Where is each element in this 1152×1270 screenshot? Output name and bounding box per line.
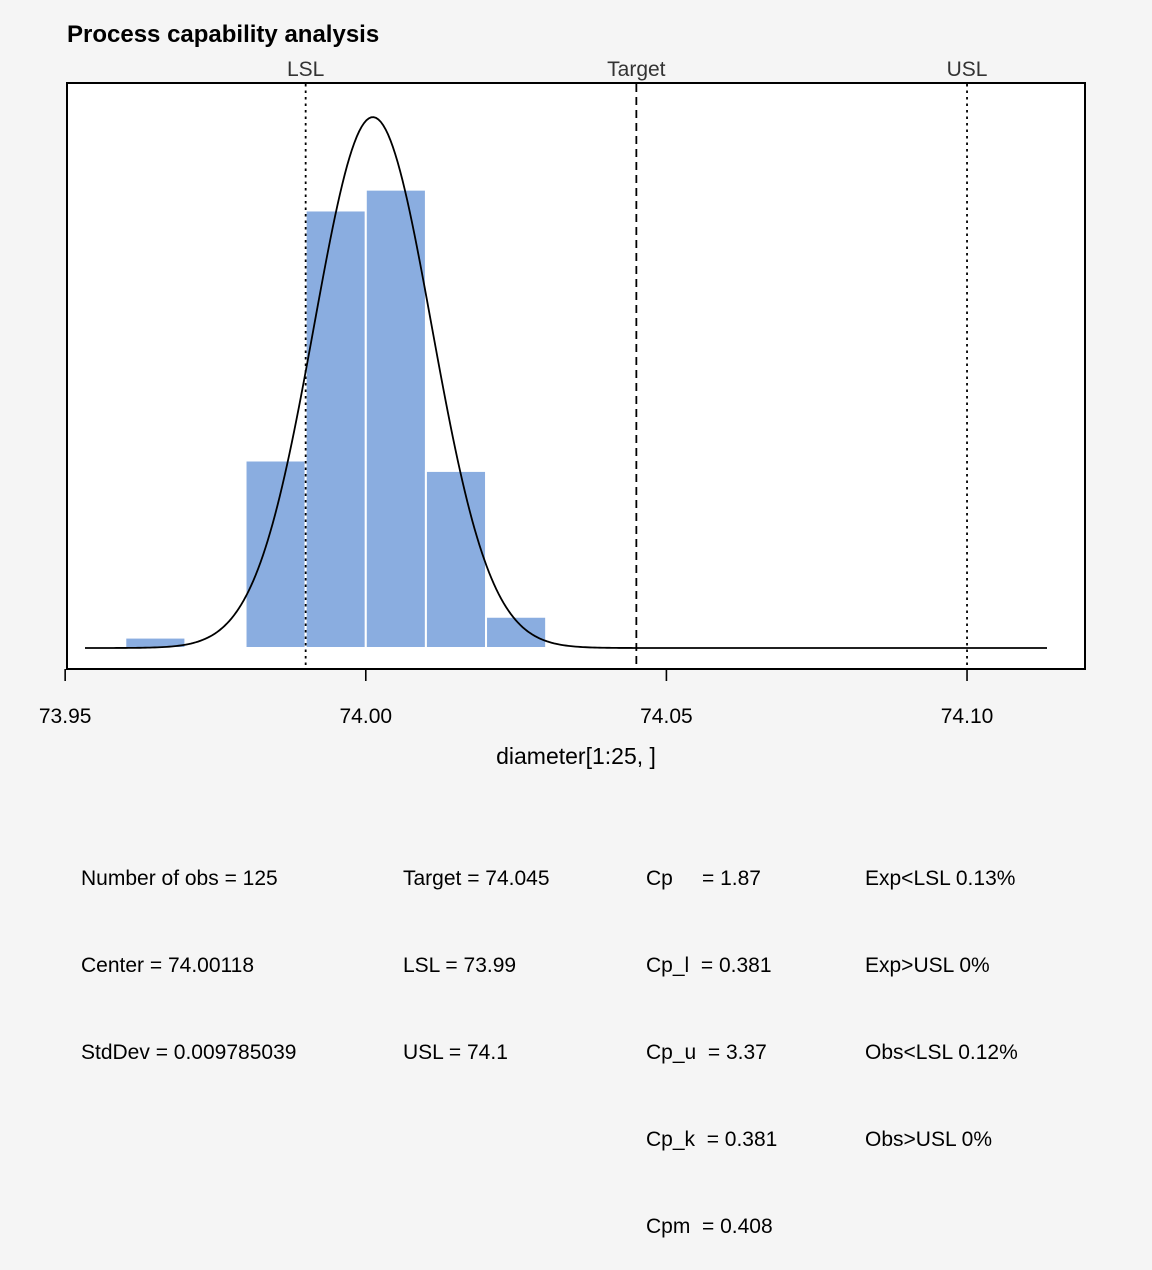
- chart-title: Process capability analysis: [67, 21, 379, 48]
- spec-label-target: Target: [607, 58, 666, 81]
- stat-line: Cp_u = 3.37: [646, 1041, 767, 1064]
- x-axis-label: diameter[1:25, ]: [496, 743, 656, 769]
- stat-line: Center = 74.00118: [81, 954, 254, 977]
- x-tick-label: 74.05: [640, 705, 693, 728]
- x-tick-label: 74.10: [941, 705, 994, 728]
- normal-density-curve: [85, 116, 1047, 649]
- stat-line: Obs>USL 0%: [865, 1128, 993, 1151]
- histogram-bar: [485, 615, 548, 650]
- stat-line: Cp_k = 0.381: [646, 1128, 778, 1151]
- histogram-bar: [244, 459, 307, 649]
- stat-line: Cp = 1.87: [646, 867, 761, 890]
- histogram-bar: [304, 209, 367, 649]
- stat-line: Obs<LSL 0.12%: [865, 1041, 1018, 1064]
- stats-col-exp-obs: Exp<LSL 0.13% Exp>USL 0% Obs<LSL 0.12% O…: [865, 806, 1018, 1183]
- stat-line: Number of obs = 125: [81, 867, 278, 890]
- stat-line: Exp>USL 0%: [865, 954, 990, 977]
- histogram-bar: [364, 188, 427, 649]
- stat-line: StdDev = 0.009785039: [81, 1041, 297, 1064]
- stat-line: Target = 74.045: [403, 867, 550, 890]
- spec-label-usl: USL: [947, 58, 988, 81]
- histogram-bar: [424, 469, 488, 649]
- capability-chart: Process capability analysis LSL Target USL…: [39, 21, 1086, 769]
- stats-col-indices: Cp = 1.87 Cp_l = 0.381 Cp_u = 3.37 Cp_k …: [646, 806, 777, 1270]
- stat-line: Cpm = 0.408: [646, 1215, 773, 1238]
- stats-col-obs: Number of obs = 125 Center = 74.00118 St…: [81, 806, 296, 1096]
- stat-line: USL = 74.1: [403, 1041, 508, 1064]
- stat-line: LSL = 73.99: [403, 954, 517, 977]
- stat-line: Exp<LSL 0.13%: [865, 867, 1016, 890]
- stat-line: Cp_l = 0.381: [646, 954, 772, 977]
- x-tick-label: 74.00: [340, 705, 393, 728]
- plot-panel: [66, 82, 1086, 670]
- spec-label-lsl: LSL: [287, 58, 324, 81]
- x-tick-label: 73.95: [39, 705, 92, 728]
- stats-col-spec: Target = 74.045 LSL = 73.99 USL = 74.1: [403, 806, 550, 1096]
